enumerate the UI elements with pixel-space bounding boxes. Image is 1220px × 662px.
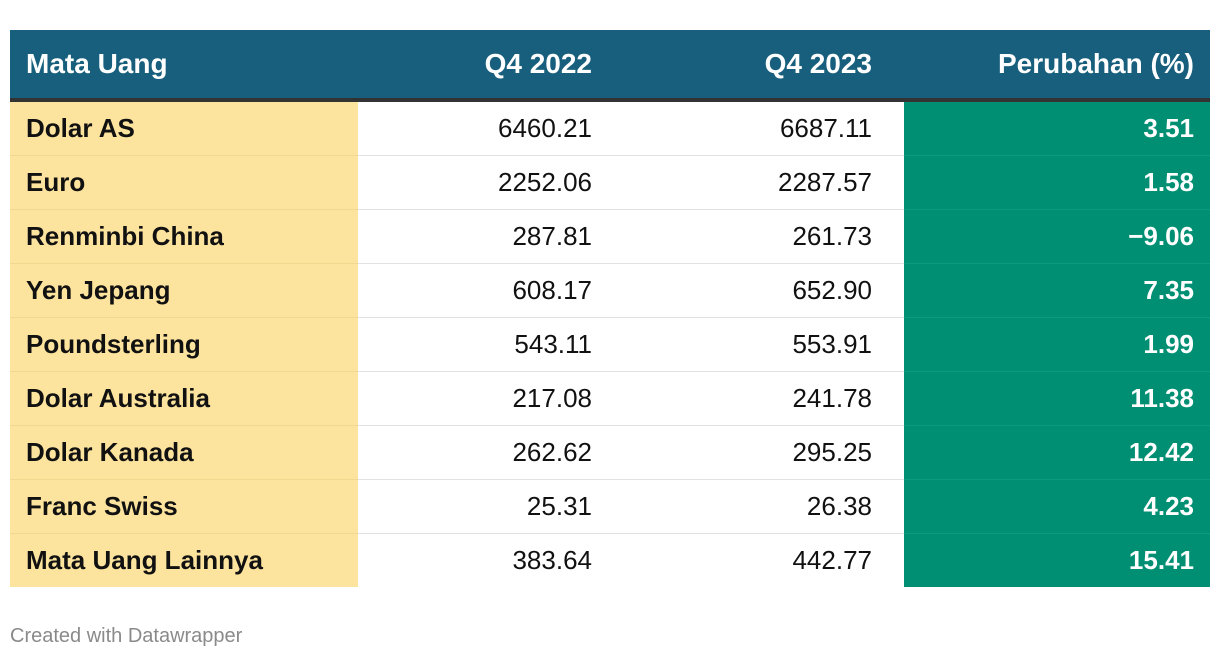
q4-2022-value-cell: 217.08 (358, 371, 608, 426)
change-percent-cell: 11.38 (904, 371, 1210, 426)
q4-2023-value-cell: 295.25 (608, 425, 904, 480)
currency-name-cell: Franc Swiss (10, 479, 358, 534)
q4-2022-value-cell: 6460.21 (358, 100, 608, 156)
q4-2022-value-cell: 2252.06 (358, 155, 608, 210)
q4-2023-value-cell: 261.73 (608, 209, 904, 264)
q4-2023-value-cell: 553.91 (608, 317, 904, 372)
q4-2022-value-cell: 25.31 (358, 479, 608, 534)
table-row: Poundsterling 543.11 553.91 1.99 (10, 317, 1210, 372)
currency-name-cell: Dolar Kanada (10, 425, 358, 480)
currency-name-cell: Dolar AS (10, 100, 358, 156)
column-header-q4-2023: Q4 2023 (608, 30, 904, 102)
currency-name-cell: Euro (10, 155, 358, 210)
change-percent-cell: 7.35 (904, 263, 1210, 318)
column-header-change: Perubahan (%) (904, 30, 1210, 102)
q4-2022-value-cell: 262.62 (358, 425, 608, 480)
q4-2022-value-cell: 608.17 (358, 263, 608, 318)
table-row: Yen Jepang 608.17 652.90 7.35 (10, 263, 1210, 318)
change-percent-cell: 1.58 (904, 155, 1210, 210)
change-percent-cell: −9.06 (904, 209, 1210, 264)
table-row: Dolar AS 6460.21 6687.11 3.51 (10, 100, 1210, 156)
currency-name-cell: Yen Jepang (10, 263, 358, 318)
table-row: Dolar Australia 217.08 241.78 11.38 (10, 371, 1210, 426)
column-header-currency: Mata Uang (10, 30, 358, 102)
table-row: Euro 2252.06 2287.57 1.58 (10, 155, 1210, 210)
currency-name-cell: Poundsterling (10, 317, 358, 372)
currency-table: Mata Uang Q4 2022 Q4 2023 Perubahan (%) … (10, 30, 1210, 587)
currency-name-cell: Renminbi China (10, 209, 358, 264)
change-percent-cell: 3.51 (904, 100, 1210, 156)
q4-2022-value-cell: 287.81 (358, 209, 608, 264)
table-row: Mata Uang Lainnya 383.64 442.77 15.41 (10, 533, 1210, 587)
q4-2022-value-cell: 543.11 (358, 317, 608, 372)
currency-name-cell: Mata Uang Lainnya (10, 533, 358, 587)
currency-table-container: Mata Uang Q4 2022 Q4 2023 Perubahan (%) … (10, 30, 1210, 587)
q4-2023-value-cell: 6687.11 (608, 100, 904, 156)
datawrapper-credit[interactable]: Created with Datawrapper (10, 625, 243, 647)
change-percent-cell: 4.23 (904, 479, 1210, 534)
q4-2023-value-cell: 26.38 (608, 479, 904, 534)
q4-2023-value-cell: 652.90 (608, 263, 904, 318)
table-row: Franc Swiss 25.31 26.38 4.23 (10, 479, 1210, 534)
currency-name-cell: Dolar Australia (10, 371, 358, 426)
q4-2022-value-cell: 383.64 (358, 533, 608, 587)
q4-2023-value-cell: 442.77 (608, 533, 904, 587)
q4-2023-value-cell: 241.78 (608, 371, 904, 426)
header-row: Mata Uang Q4 2022 Q4 2023 Perubahan (%) (10, 30, 1210, 102)
change-percent-cell: 1.99 (904, 317, 1210, 372)
table-row: Renminbi China 287.81 261.73 −9.06 (10, 209, 1210, 264)
change-percent-cell: 12.42 (904, 425, 1210, 480)
q4-2023-value-cell: 2287.57 (608, 155, 904, 210)
table-row: Dolar Kanada 262.62 295.25 12.42 (10, 425, 1210, 480)
column-header-q4-2022: Q4 2022 (358, 30, 608, 102)
table-body: Dolar AS 6460.21 6687.11 3.51 Euro 2252.… (10, 100, 1210, 587)
change-percent-cell: 15.41 (904, 533, 1210, 587)
